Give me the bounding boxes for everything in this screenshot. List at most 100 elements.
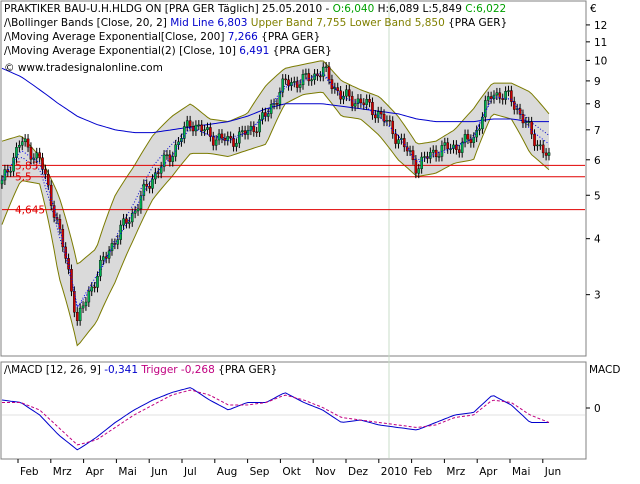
bb-upper: Upper Band 7,755 bbox=[247, 17, 346, 29]
candle-body bbox=[330, 79, 334, 90]
candle-body bbox=[408, 150, 412, 152]
macd-line bbox=[1, 387, 549, 451]
y-tick-label: 9 bbox=[594, 76, 601, 88]
macd-zero-label: 0 bbox=[594, 403, 601, 415]
candle-body bbox=[431, 149, 435, 153]
y-tick-label: 8 bbox=[594, 99, 601, 111]
candle-body bbox=[489, 96, 493, 99]
candle-body bbox=[142, 183, 146, 196]
y-tick-label: 7 bbox=[594, 125, 601, 137]
candle-body bbox=[18, 145, 21, 148]
candle-body bbox=[211, 136, 215, 146]
candle-body bbox=[298, 84, 302, 88]
x-tick-label: Jul bbox=[183, 466, 197, 478]
candle-body bbox=[194, 124, 198, 132]
candle-body bbox=[229, 136, 232, 139]
candle-body bbox=[252, 125, 256, 132]
candle-body bbox=[156, 172, 160, 174]
ema10-suffix: {PRA GER} bbox=[269, 45, 332, 57]
candle-body bbox=[304, 73, 308, 75]
candle-body bbox=[258, 119, 261, 133]
candle-body bbox=[348, 89, 351, 97]
candle-body bbox=[235, 142, 238, 147]
bollinger-legend: ∕\Bollinger Bands [Close, 20, 2] Mid Lin… bbox=[4, 17, 507, 29]
candle-body bbox=[148, 186, 151, 189]
candle-body bbox=[324, 66, 328, 69]
candle-body bbox=[365, 98, 368, 105]
candle-body bbox=[226, 136, 230, 141]
x-tick-label: Apr bbox=[479, 466, 498, 478]
x-tick-label: Feb bbox=[414, 466, 433, 478]
title-suffix: Täglich] 25.05.2010 - bbox=[215, 3, 333, 15]
ema200-legend: ∕\Moving Average Exponential[Close, 200]… bbox=[4, 31, 320, 43]
candle-body bbox=[15, 147, 18, 158]
candle-body bbox=[423, 156, 426, 158]
candle-body bbox=[527, 121, 531, 123]
macd-suffix: {PRA GER} bbox=[215, 364, 278, 376]
candle-body bbox=[26, 138, 30, 148]
candle-body bbox=[472, 136, 476, 143]
candle-body bbox=[452, 144, 455, 149]
candle-body bbox=[107, 250, 111, 259]
candle-body bbox=[295, 81, 299, 88]
x-tick-label: 2010 bbox=[381, 466, 408, 478]
bb-lower: Lower Band 5,850 bbox=[346, 17, 444, 29]
candle-body bbox=[501, 98, 504, 100]
y-tick-label: 12 bbox=[594, 20, 607, 32]
bollinger-upper-line bbox=[1, 60, 550, 265]
candle-body bbox=[99, 260, 102, 277]
candle-body bbox=[78, 307, 82, 322]
candle-body bbox=[232, 138, 235, 147]
candle-body bbox=[223, 137, 227, 141]
bb-mid: Mid Line 6,803 bbox=[170, 17, 247, 29]
y-tick-label: 10 bbox=[594, 55, 607, 67]
level-label: 5,5 bbox=[15, 172, 32, 184]
candle-body bbox=[463, 134, 467, 143]
candle-body bbox=[35, 152, 39, 159]
candle-body bbox=[382, 113, 386, 122]
candle-body bbox=[165, 154, 169, 157]
candle-body bbox=[402, 138, 406, 148]
title-prefix: PRAKTIKER BAU-U.H.HLDG ON [PRA GER bbox=[4, 3, 215, 15]
candle-body bbox=[460, 142, 464, 153]
candle-body bbox=[41, 157, 44, 170]
candle-body bbox=[261, 112, 264, 120]
candle-body bbox=[29, 146, 33, 160]
x-tick-label: Feb bbox=[20, 466, 39, 478]
candle-body bbox=[255, 131, 258, 133]
candle-body bbox=[116, 239, 120, 245]
macd-pane[interactable] bbox=[0, 361, 587, 460]
candle-body bbox=[455, 144, 458, 150]
candle-body bbox=[290, 82, 293, 86]
candle-body bbox=[321, 66, 325, 77]
candle-body bbox=[414, 159, 418, 174]
candle-body bbox=[154, 172, 157, 180]
candle-body bbox=[128, 221, 131, 224]
candle-body bbox=[38, 152, 41, 158]
candle-body bbox=[171, 156, 175, 162]
candle-body bbox=[353, 103, 357, 107]
macd-trigger: Trigger -0,268 bbox=[138, 364, 215, 376]
y-tick-label: 3 bbox=[594, 290, 601, 302]
candle-body bbox=[9, 171, 12, 173]
candle-body bbox=[417, 168, 421, 174]
candle-body bbox=[49, 184, 53, 206]
ema10-prefix: Moving Average Exponential(2) [Close, 10… bbox=[11, 45, 239, 57]
bollinger-icon: ∕\ bbox=[4, 17, 12, 29]
x-tick-label: Apr bbox=[86, 466, 105, 478]
candle-body bbox=[122, 218, 125, 226]
ema10-value: 6,491 bbox=[239, 45, 269, 57]
candle-body bbox=[70, 269, 73, 292]
candle-body bbox=[388, 120, 392, 122]
candle-body bbox=[151, 178, 154, 189]
candle-body bbox=[0, 179, 4, 185]
candle-body bbox=[125, 218, 128, 224]
candle-body bbox=[518, 108, 522, 115]
bollinger-band-fill bbox=[2, 60, 549, 346]
candle-body bbox=[52, 205, 56, 218]
candle-body bbox=[93, 286, 96, 289]
candle-body bbox=[376, 111, 380, 119]
y-tick-label: 5 bbox=[594, 190, 601, 202]
